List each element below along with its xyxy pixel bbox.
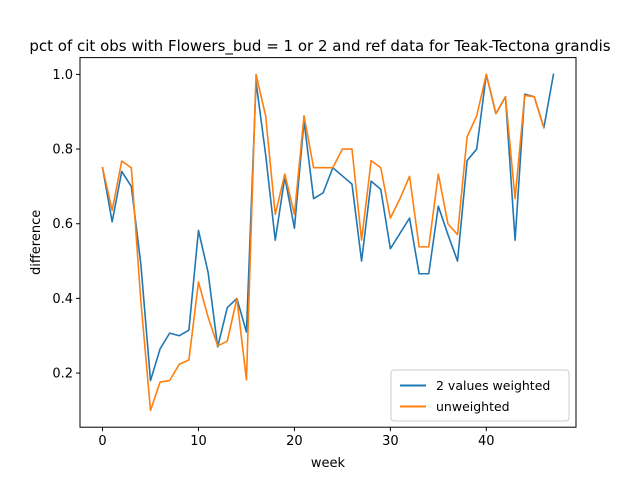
- x-tick-label-1: 10: [190, 434, 207, 449]
- y-tick-label-1: 0.4: [52, 292, 73, 307]
- y-tick-label-2: 0.6: [52, 217, 73, 232]
- y-tick-label-0: 0.2: [52, 367, 73, 382]
- legend-box: [390, 369, 570, 422]
- x-axis-label: week: [311, 456, 346, 471]
- x-tick-label-2: 20: [286, 434, 303, 449]
- axis-ticks: 0 10 20 30 40 0.2 0.4 0.6 0.8 1.0: [52, 68, 494, 449]
- plot-frame: [79, 57, 577, 428]
- plot-series: [101, 73, 555, 412]
- y-tick-label-4: 1.0: [52, 68, 73, 83]
- x-tick-label-4: 40: [478, 434, 495, 449]
- x-tick-label-0: 0: [98, 434, 106, 449]
- x-tick-label-3: 30: [382, 434, 399, 449]
- series-line-0: [101, 73, 555, 382]
- chart-title: pct of cit obs with Flowers_bud = 1 or 2…: [29, 37, 610, 56]
- legend-label-0: 2 values weighted: [436, 378, 550, 393]
- legend-label-1: unweighted: [436, 399, 510, 414]
- series-line-1: [101, 73, 545, 412]
- y-axis-label: difference: [29, 210, 44, 275]
- legend: 2 values weighted unweighted: [390, 369, 570, 422]
- y-tick-label-3: 0.8: [52, 143, 73, 158]
